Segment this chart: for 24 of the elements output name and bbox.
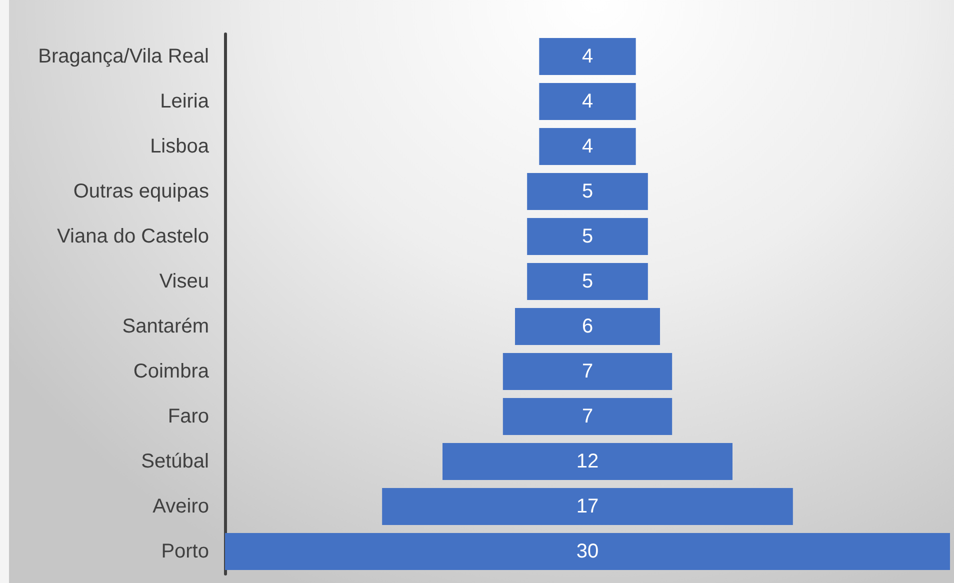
data-label: 6: [582, 316, 594, 338]
data-label: 5: [582, 180, 594, 202]
category-label: Outras equipas: [73, 180, 209, 202]
data-label: 7: [582, 406, 594, 428]
category-label: Viseu: [159, 270, 209, 292]
category-label: Lisboa: [150, 136, 210, 158]
category-label: Faro: [168, 406, 209, 428]
category-label: Viana do Castelo: [57, 226, 209, 248]
data-label: 5: [582, 270, 594, 292]
data-label: 4: [582, 46, 594, 68]
category-label: Bragança/Vila Real: [38, 46, 209, 68]
category-label: Leiria: [160, 90, 210, 112]
category-label: Santarém: [122, 316, 209, 338]
data-label: 30: [576, 540, 599, 562]
category-label: Setúbal: [141, 450, 209, 472]
category-label: Porto: [161, 540, 209, 562]
data-label: 17: [576, 496, 599, 518]
data-label: 4: [582, 136, 594, 158]
data-label: 7: [582, 360, 594, 382]
data-label: 5: [582, 226, 594, 248]
category-label: Aveiro: [152, 496, 209, 518]
data-label: 4: [582, 90, 594, 112]
category-label: Coimbra: [133, 360, 210, 382]
data-label: 12: [576, 450, 599, 472]
